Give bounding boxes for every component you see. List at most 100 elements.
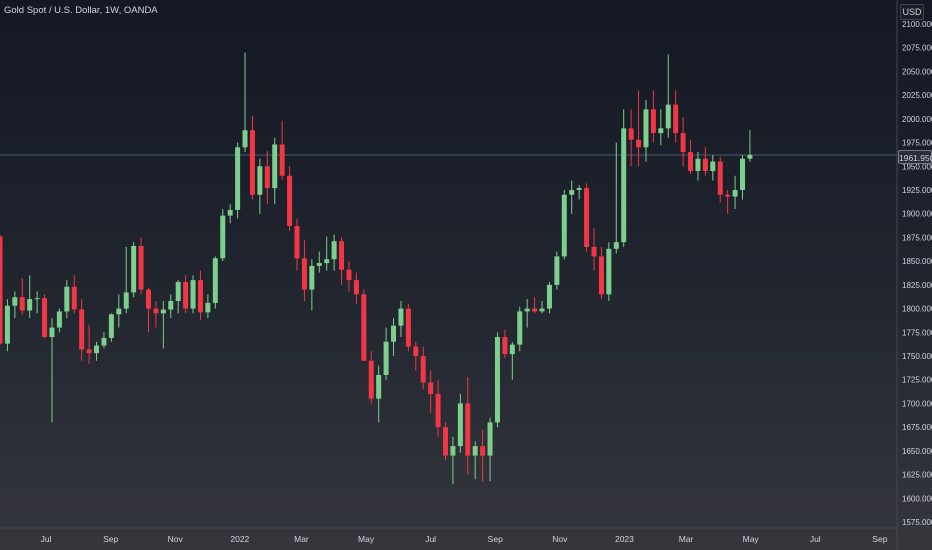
candle-body	[673, 104, 679, 134]
candle-body	[123, 292, 129, 309]
candle	[353, 272, 359, 304]
candle	[457, 393, 463, 453]
candle-body	[383, 341, 389, 375]
candle-body	[554, 256, 560, 285]
candle	[86, 324, 92, 364]
candle-body	[27, 299, 33, 311]
time-tick-label: Mar	[679, 534, 694, 544]
candle	[108, 313, 114, 342]
candle	[532, 297, 538, 314]
price-tick-label: 1925.000	[902, 186, 932, 195]
candle-body	[695, 158, 701, 172]
candle-body	[153, 308, 159, 314]
candle	[309, 259, 315, 311]
candle	[12, 291, 18, 319]
time-tick-label: Jul	[425, 534, 436, 544]
price-tick-label: 1775.000	[902, 328, 932, 337]
time-tick-label: 2023	[615, 534, 634, 544]
candle	[49, 318, 55, 423]
candle-body	[309, 265, 315, 290]
candle	[383, 327, 389, 380]
candle	[524, 299, 530, 328]
candle-body	[376, 374, 382, 399]
candle	[554, 251, 560, 290]
candle	[428, 370, 434, 413]
candle-body	[636, 139, 642, 148]
candle-body	[86, 349, 92, 354]
candle-body	[665, 104, 671, 129]
candle	[398, 300, 404, 338]
candle	[435, 379, 441, 437]
candle	[212, 256, 218, 309]
candle	[160, 300, 166, 349]
candle	[465, 376, 471, 475]
candle	[287, 166, 293, 231]
candle-body	[71, 286, 77, 310]
candle	[480, 429, 486, 482]
candle-body	[294, 226, 300, 259]
candle	[487, 417, 493, 482]
candle-body	[287, 175, 293, 227]
candle	[175, 280, 181, 314]
last-price-label: 1961.950	[898, 150, 932, 164]
candle-body	[131, 245, 137, 293]
candle	[235, 142, 241, 219]
candle-body	[264, 166, 270, 189]
candle	[131, 242, 137, 298]
currency-button[interactable]: USD	[900, 4, 924, 20]
candle-body	[405, 308, 411, 347]
time-axis[interactable]: Jul Sep Nov 2022 Mar May Jul Sep Nov 2023 Mar May Ju…	[41, 534, 932, 544]
candle-body	[606, 248, 612, 295]
candle	[94, 341, 100, 361]
price-axis[interactable]: 1575.000 1600.000 1625.000 1650.000 1675.000…	[902, 20, 932, 527]
candle	[242, 52, 248, 153]
time-tick-label: Nov	[552, 534, 568, 544]
candle	[138, 237, 144, 295]
candle	[264, 151, 270, 205]
candle	[346, 261, 352, 292]
candle	[227, 204, 233, 224]
candle-body	[42, 298, 48, 338]
candle-body	[494, 337, 500, 423]
candle	[249, 116, 255, 200]
candle-body	[212, 258, 218, 303]
candle-body	[561, 194, 567, 257]
candle	[4, 299, 10, 352]
candle-body	[428, 382, 434, 394]
candle	[301, 240, 307, 301]
price-tick-label: 1700.000	[902, 399, 932, 408]
candle	[42, 294, 48, 338]
candle-body	[435, 393, 441, 428]
chart-title: Gold Spot / U.S. Dollar, 1W, OANDA	[4, 5, 158, 16]
candle	[621, 109, 627, 247]
candle-body	[747, 154, 753, 159]
candle	[717, 156, 723, 203]
candle	[673, 90, 679, 143]
candle	[695, 152, 701, 181]
candle	[420, 346, 426, 390]
candle	[220, 208, 226, 262]
candle-body	[361, 294, 367, 361]
candle	[517, 306, 523, 352]
candle	[316, 251, 322, 273]
candle-body	[621, 128, 627, 243]
price-tick-label: 1875.000	[902, 233, 932, 242]
candle-body	[717, 161, 723, 195]
candle-body	[591, 246, 597, 257]
candle	[34, 291, 40, 314]
candle	[747, 130, 753, 162]
price-tick-label: 1625.000	[902, 471, 932, 480]
candle-body	[160, 309, 166, 314]
candle-body	[138, 245, 144, 290]
time-tick-label: May	[743, 534, 760, 544]
candle-body	[450, 446, 456, 456]
candle-body	[420, 356, 426, 383]
candle	[339, 237, 345, 285]
candle-body	[249, 130, 255, 195]
candle	[443, 422, 448, 461]
candle-body	[532, 308, 538, 312]
candle	[613, 142, 619, 254]
candle-body	[465, 403, 471, 456]
time-tick-label: Sep	[872, 534, 887, 544]
